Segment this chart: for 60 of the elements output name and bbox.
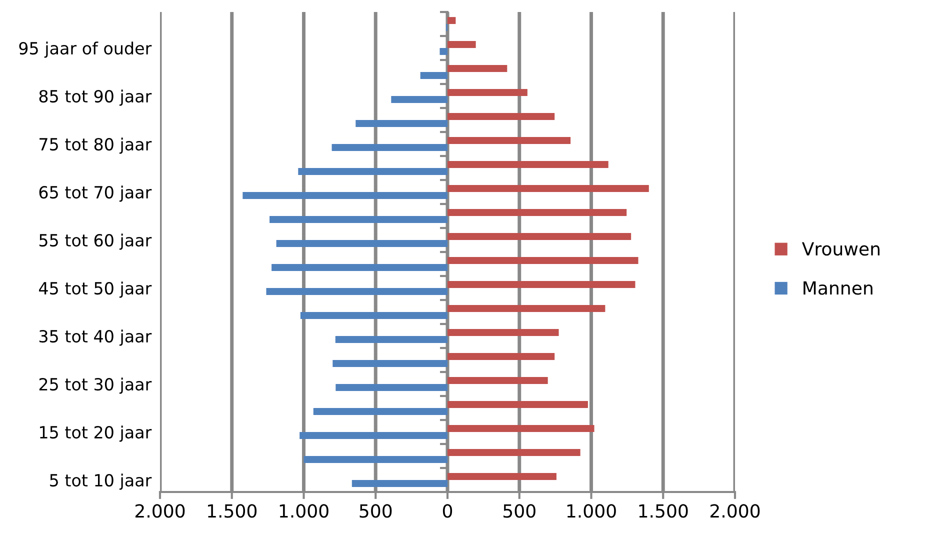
bar: [276, 240, 448, 247]
x-tick-label: 1.500: [208, 504, 257, 518]
y-tick-label: 5 tot 10 jaar: [50, 474, 152, 490]
bar: [448, 233, 632, 240]
x-tick-label: 0: [442, 504, 452, 518]
y-tick-label: 65 tot 70 jaar: [39, 186, 152, 202]
bar: [448, 473, 556, 480]
bar: [448, 185, 649, 192]
bar: [448, 209, 627, 216]
x-tick-label: 2.000: [710, 504, 760, 518]
y-tick-label: 75 tot 80 jaar: [40, 138, 152, 154]
x-tick-label: 1.000: [567, 504, 616, 518]
y-tick-label: 95 jaar of ouder: [19, 42, 152, 58]
legend-label: Mannen: [804, 281, 872, 295]
bar: [448, 329, 559, 336]
bar: [448, 449, 580, 456]
bar: [420, 72, 448, 79]
y-tick-label: 45 tot 50 jaar: [39, 282, 152, 298]
bar: [391, 96, 448, 103]
bar: [332, 360, 448, 367]
bar: [448, 137, 571, 144]
x-tick-label: 500: [504, 504, 536, 518]
bar: [266, 288, 448, 295]
y-tick-label: 15 tot 20 jaar: [40, 426, 152, 442]
bar: [335, 336, 448, 343]
legend-label: Vrouwen: [802, 242, 880, 256]
bar: [270, 216, 448, 223]
y-tick-label: 85 tot 90 jaar: [39, 90, 152, 106]
bar: [448, 353, 555, 360]
bar: [300, 312, 448, 319]
x-tick-label: 500: [360, 504, 392, 518]
bar: [448, 161, 608, 168]
bar: [448, 113, 555, 120]
x-tick-label: 2.000: [135, 504, 185, 518]
x-tick-label: 1.000: [280, 504, 328, 518]
y-tick-label: 35 tot 40 jaar: [39, 330, 152, 346]
bar: [448, 17, 456, 24]
y-tick-label: 55 tot 60 jaar: [39, 234, 152, 250]
bar: [448, 65, 508, 72]
bar: [300, 432, 448, 439]
bar: [332, 144, 448, 151]
bar: [356, 120, 448, 127]
bar: [304, 456, 448, 463]
bar: [440, 48, 448, 55]
bar: [448, 305, 606, 312]
bar: [313, 408, 448, 415]
y-tick-label: 25 tot 30 jaar: [39, 378, 152, 394]
bar: [352, 480, 448, 487]
bar: [448, 257, 638, 264]
x-tick-label: 1.500: [639, 504, 688, 518]
bar: [448, 281, 636, 288]
bar: [336, 384, 448, 391]
bar: [448, 41, 476, 48]
bar: [298, 168, 448, 175]
bar: [242, 192, 448, 199]
bar: [448, 425, 594, 432]
bar: [272, 264, 448, 271]
bar: [448, 89, 528, 96]
bar: [448, 401, 588, 408]
bar: [448, 377, 548, 384]
